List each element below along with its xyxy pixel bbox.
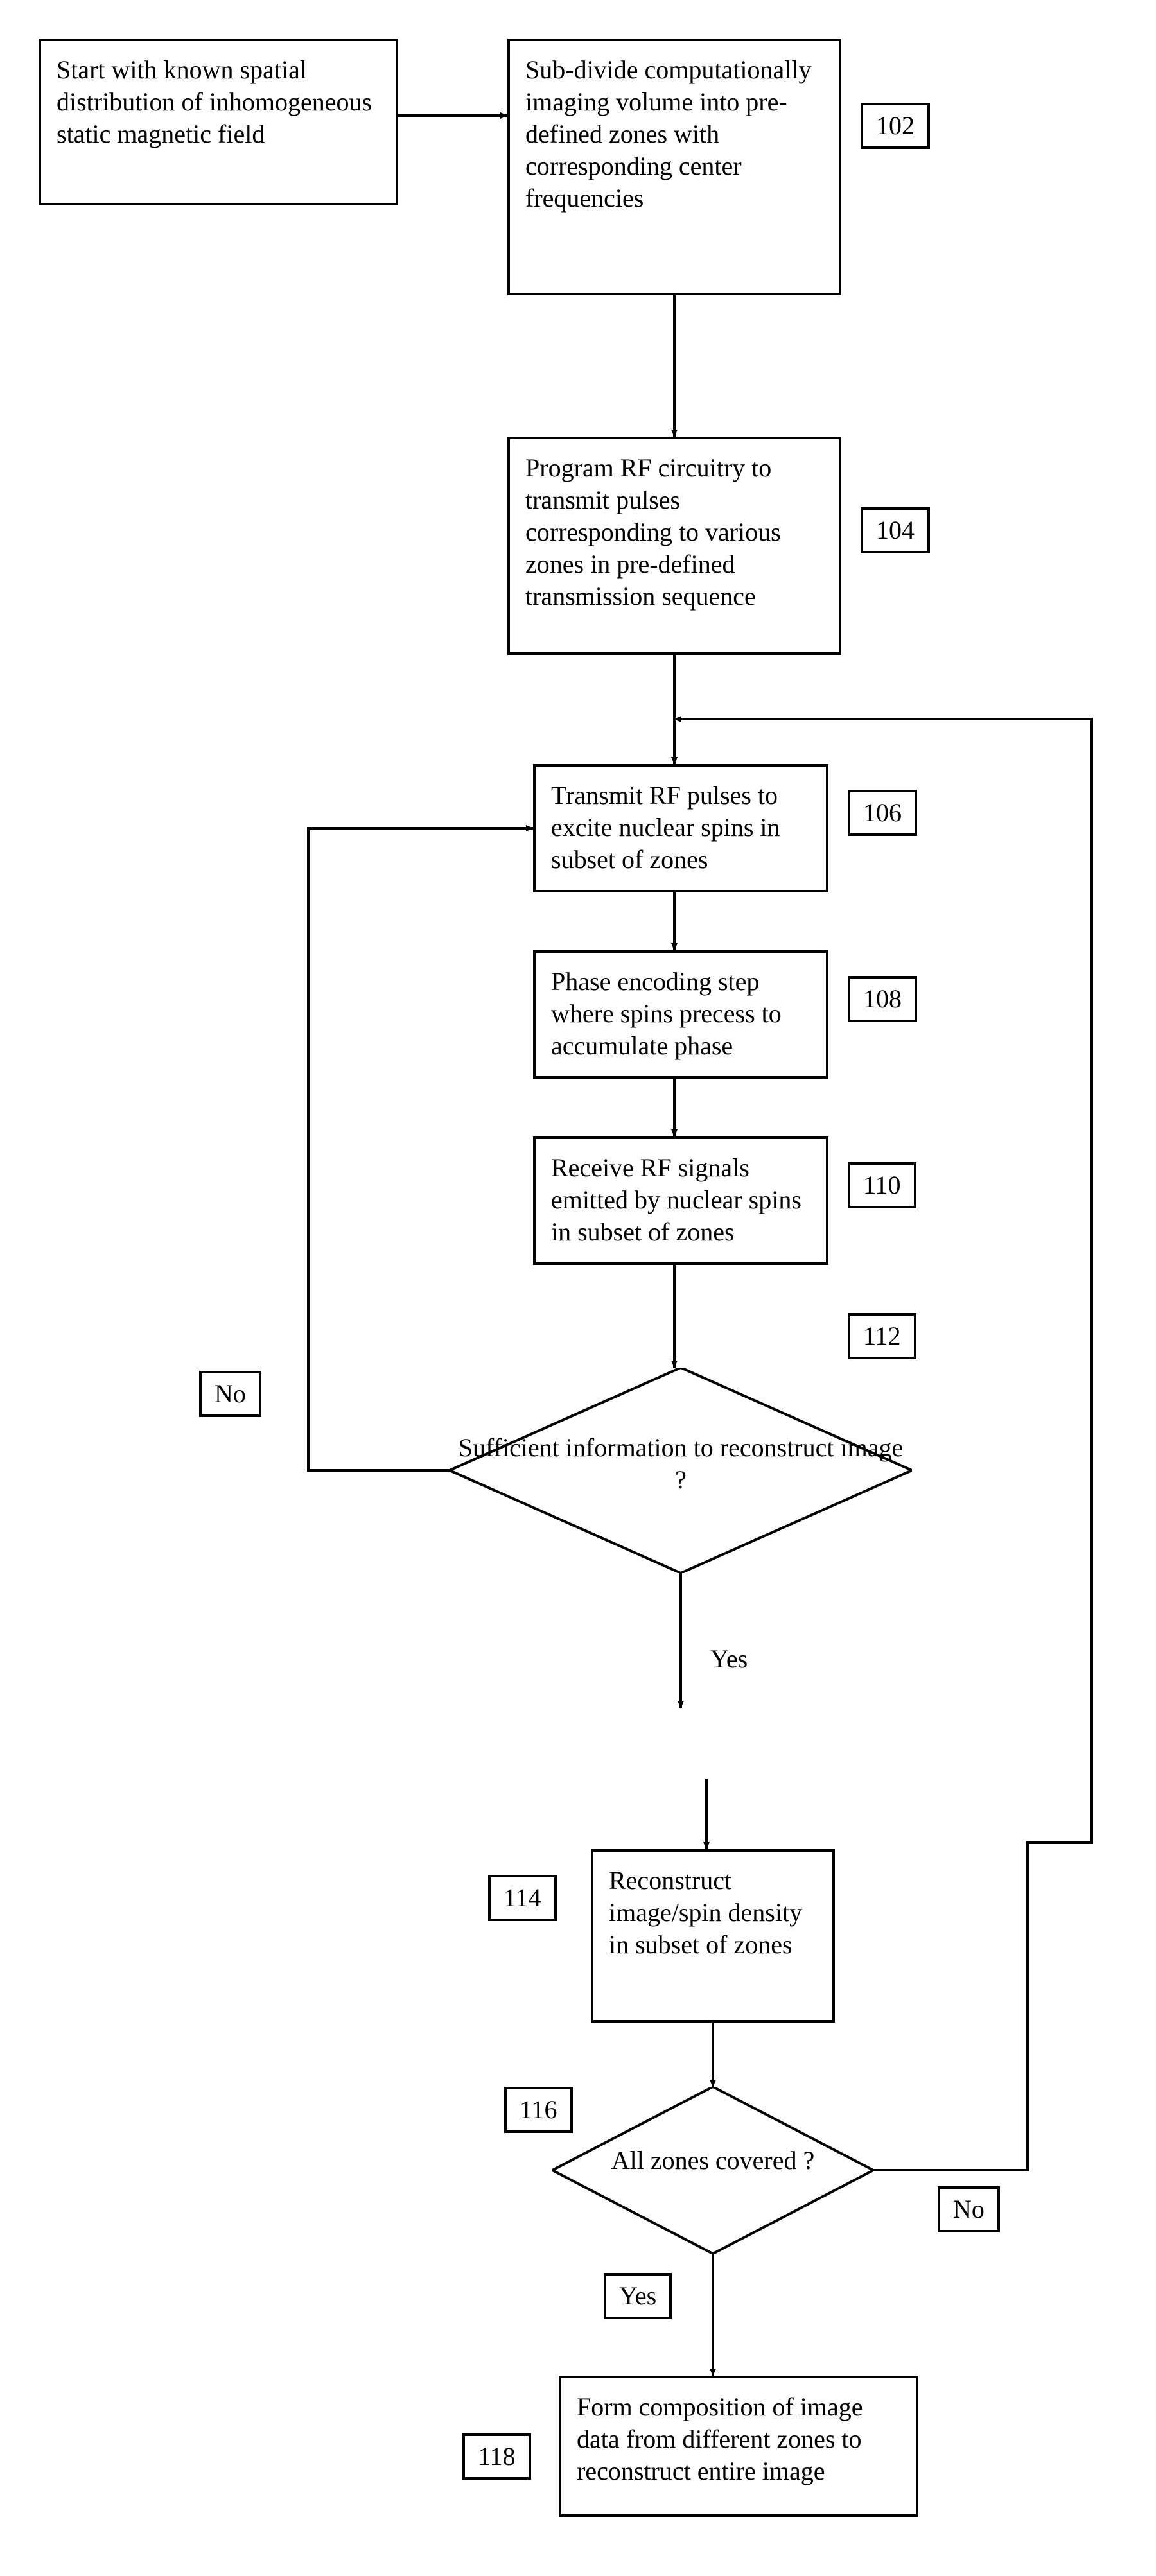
label-118-text: 118: [478, 2442, 516, 2471]
node-106: Transmit RF pulses to excite nuclear spi…: [533, 764, 828, 892]
no-label-116: No: [938, 2186, 1000, 2232]
label-114-text: 114: [504, 1883, 541, 1912]
decision-112: Sufficient information to reconstruct im…: [450, 1368, 912, 1573]
label-102-text: 102: [876, 111, 915, 140]
node-102: Sub-divide computationally imaging volum…: [507, 39, 841, 295]
decision-116: All zones covered ?: [552, 2087, 873, 2254]
label-108: 108: [848, 976, 917, 1022]
label-112-text: 112: [863, 1321, 901, 1350]
node-118-text: Form composition of image data from diff…: [577, 2392, 863, 2485]
label-116: 116: [504, 2087, 573, 2133]
yes-label-112-text: Yes: [710, 1644, 748, 1673]
node-114: Reconstruct image/spin density in subset…: [591, 1849, 835, 2023]
decision-112-text: Sufficient information to reconstruct im…: [459, 1433, 903, 1494]
decision-116-text: All zones covered ?: [611, 2146, 815, 2175]
no-label-116-text: No: [953, 2195, 985, 2224]
yes-label-112: Yes: [706, 1644, 751, 1674]
label-108-text: 108: [863, 984, 902, 1013]
no-label-112-text: No: [215, 1379, 246, 1408]
node-114-text: Reconstruct image/spin density in subset…: [609, 1866, 802, 1959]
node-104: Program RF circuitry to transmit pulses …: [507, 437, 841, 655]
node-108-text: Phase encoding step where spins precess …: [551, 967, 782, 1060]
yes-label-116-text: Yes: [619, 2281, 656, 2310]
label-110-text: 110: [863, 1171, 901, 1199]
node-110: Receive RF signals emitted by nuclear sp…: [533, 1136, 828, 1265]
node-106-text: Transmit RF pulses to excite nuclear spi…: [551, 781, 780, 874]
label-110: 110: [848, 1162, 916, 1208]
start-text: Start with known spatial distribution of…: [57, 55, 372, 148]
label-104: 104: [861, 507, 930, 553]
node-110-text: Receive RF signals emitted by nuclear sp…: [551, 1153, 801, 1246]
node-118: Form composition of image data from diff…: [559, 2376, 918, 2517]
node-102-text: Sub-divide computationally imaging volum…: [525, 55, 812, 213]
node-108: Phase encoding step where spins precess …: [533, 950, 828, 1079]
node-104-text: Program RF circuitry to transmit pulses …: [525, 453, 781, 611]
label-106-text: 106: [863, 798, 902, 827]
label-112: 112: [848, 1313, 916, 1359]
start-node: Start with known spatial distribution of…: [39, 39, 398, 205]
label-104-text: 104: [876, 516, 915, 544]
label-114: 114: [488, 1875, 557, 1921]
label-102: 102: [861, 103, 930, 149]
no-label-112: No: [199, 1371, 261, 1417]
label-106: 106: [848, 790, 917, 836]
label-118: 118: [462, 2433, 531, 2480]
label-116-text: 116: [520, 2095, 557, 2124]
yes-label-116: Yes: [604, 2273, 672, 2319]
